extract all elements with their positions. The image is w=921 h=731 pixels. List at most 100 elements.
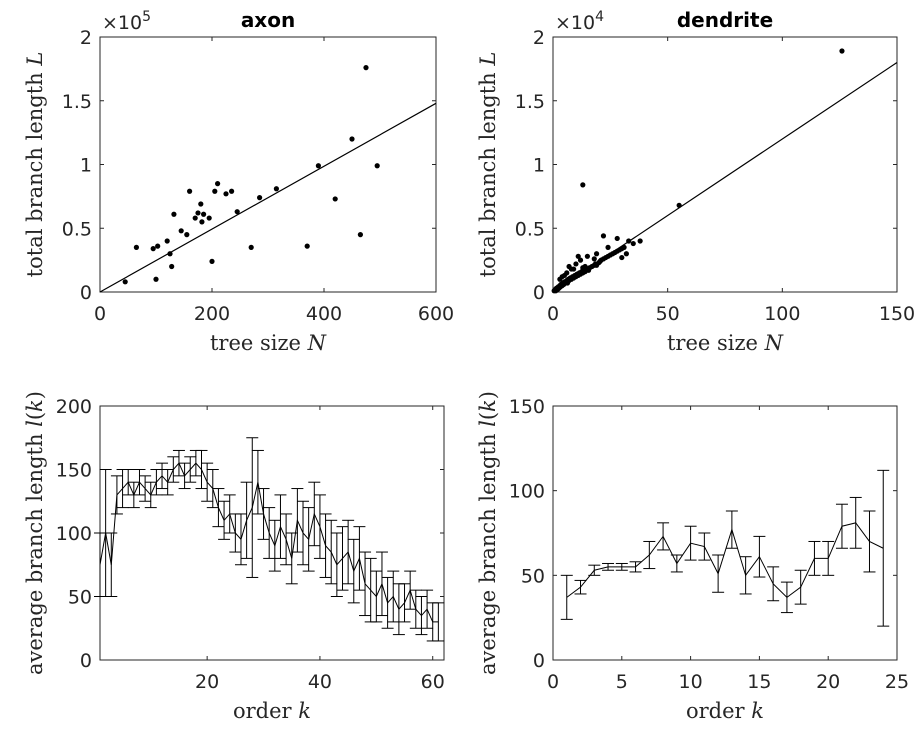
data-point [580, 182, 586, 188]
x-tick-label: 0 [94, 303, 106, 325]
y-axis-label: total branch length L [476, 52, 500, 278]
error-bar [615, 562, 628, 571]
error-bar [178, 462, 191, 490]
x-axis-label-part-1: N [307, 331, 327, 355]
x-axis-label-part-1: k [298, 699, 311, 723]
x-axis-label-part-0: tree size [667, 331, 765, 355]
error-bar [629, 561, 642, 573]
y-axis-label-part-3: k [23, 399, 47, 412]
data-point [169, 263, 175, 270]
data-point [577, 257, 584, 263]
error-bar [156, 462, 169, 490]
data-point [122, 279, 128, 285]
data-point [559, 274, 565, 280]
error-bar [370, 570, 383, 623]
error-bar [725, 510, 738, 549]
error-bar [297, 500, 310, 566]
error-bar [877, 469, 890, 627]
data-point [363, 65, 369, 71]
error-bar [167, 456, 180, 483]
x-tick-label: 200 [194, 303, 230, 325]
error-bar [353, 526, 366, 591]
data-point [304, 243, 310, 249]
error-bar [863, 510, 876, 573]
error-bar [325, 519, 338, 585]
y-axis-label-part-1: l [476, 420, 500, 427]
plot-box [552, 36, 898, 293]
y-axis-label: total branch length L [23, 52, 47, 278]
data-point [619, 254, 625, 261]
x-axis-label-part-1: N [764, 331, 784, 355]
y-tick-label: 0 [80, 282, 92, 304]
y-exponent-base: ×10 [102, 12, 142, 34]
error-bar [347, 538, 360, 604]
y-tick-label: 0.5 [62, 218, 92, 240]
x-axis-label-part-0: order [233, 699, 298, 723]
error-bar [375, 551, 388, 617]
x-tick-label: 100 [764, 303, 800, 325]
y-tick-label: 200 [56, 396, 92, 418]
data-point [839, 48, 845, 54]
y-exponent-label: ×104 [555, 9, 604, 34]
data-point [593, 251, 600, 257]
error-bar [739, 556, 752, 595]
data-point [201, 211, 207, 217]
y-tick-label: 150 [56, 460, 92, 482]
data-point [257, 195, 263, 201]
error-bar [246, 437, 259, 578]
plot-box [552, 405, 898, 661]
data-point [215, 181, 221, 187]
data-point [273, 186, 279, 192]
y-axis-label: average branch length l(k) [23, 391, 47, 675]
error-bar [432, 602, 445, 642]
x-tick-label: 20 [195, 671, 219, 693]
error-bar [398, 583, 411, 623]
data-point [614, 235, 620, 242]
y-axis-label-part-4: ) [23, 391, 47, 399]
error-bar [657, 522, 670, 551]
data-point [167, 251, 173, 257]
y-exponent-label: ×105 [102, 9, 151, 34]
error-bar [670, 554, 683, 573]
y-axis-label-part-3: k [476, 399, 500, 412]
x-tick-label: 10 [679, 671, 703, 693]
error-bar [257, 488, 270, 540]
y-axis-label-part-0: total branch length [23, 66, 47, 278]
error-bar [302, 507, 315, 572]
y-axis-label-part-1: l [23, 420, 47, 427]
y-axis-label-part-0: average branch length [23, 427, 47, 675]
error-bar [574, 579, 587, 595]
y-exponent-base: ×10 [555, 12, 595, 34]
x-axis-label: tree size N [667, 331, 784, 355]
x-axis-label: tree size N [210, 331, 327, 355]
data-point [229, 188, 235, 194]
data-point [209, 258, 215, 264]
data-point [234, 209, 240, 215]
error-bar [251, 449, 264, 515]
chart-title: dendrite [677, 8, 773, 32]
data-point [582, 263, 588, 270]
error-bar [342, 519, 355, 585]
y-tick-label: 0 [80, 650, 92, 672]
error-bar [753, 535, 766, 578]
error-bar [105, 532, 118, 597]
x-tick-label: 25 [885, 671, 909, 693]
error-bar [588, 564, 601, 576]
data-point [621, 244, 627, 250]
data-point [164, 238, 170, 244]
y-axis-label: average branch length l(k) [476, 391, 500, 675]
y-tick-label: 0 [533, 650, 545, 672]
data-point [150, 246, 156, 252]
error-bar [602, 562, 615, 571]
data-point [591, 256, 597, 262]
error-bar [133, 469, 146, 496]
x-tick-label: 400 [306, 303, 342, 325]
data-point [575, 253, 581, 259]
error-bar [313, 494, 326, 559]
data-point [349, 136, 355, 142]
y-axis-label-part-1: L [476, 52, 500, 67]
x-axis-label-part-0: order [686, 699, 751, 723]
error-bar [684, 525, 697, 561]
